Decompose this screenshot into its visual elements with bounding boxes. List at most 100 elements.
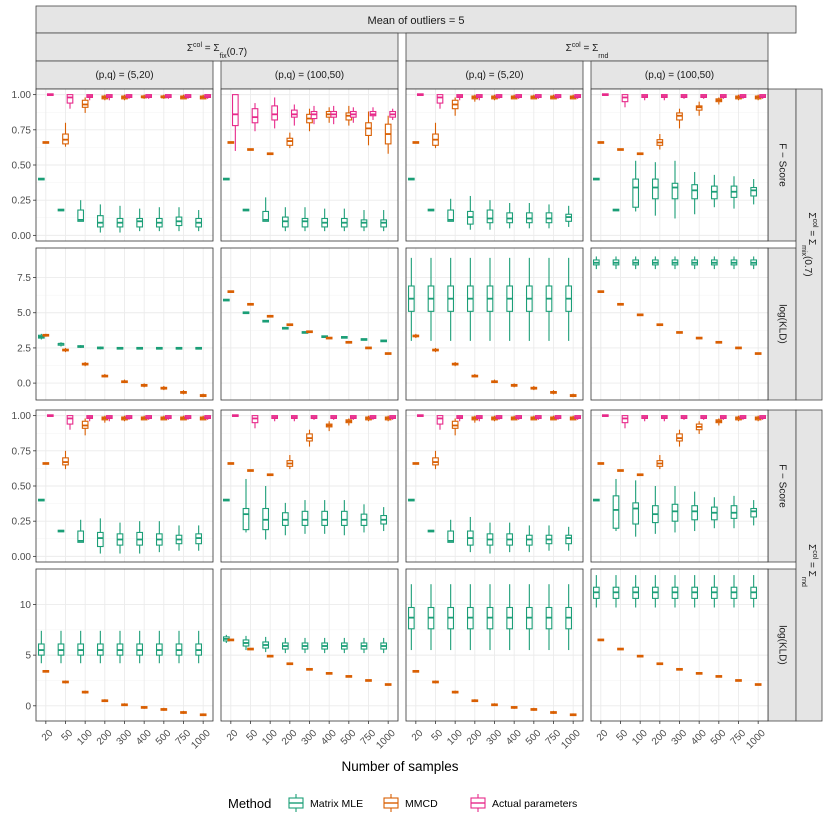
mmcd-box	[325, 336, 333, 340]
matrix-mle-box	[321, 637, 329, 654]
col-group-label-part: Σ	[566, 43, 572, 54]
facet-panel	[590, 88, 769, 242]
matrix-mle-box	[301, 637, 309, 654]
box-iqr	[651, 178, 659, 200]
mmcd-box	[471, 373, 479, 378]
mmcd-box	[656, 134, 664, 150]
mmcd-box	[81, 690, 89, 694]
actual-box	[231, 414, 239, 417]
x-tick-label: 1000	[189, 728, 213, 752]
actual-box	[660, 415, 668, 422]
x-tick-label: 200	[95, 728, 115, 748]
matrix-mle-box	[136, 208, 144, 232]
col-strip-bg	[220, 60, 399, 90]
matrix-mle-box	[155, 346, 163, 350]
matrix-mle-box	[447, 519, 455, 543]
actual-box	[46, 93, 54, 96]
mmcd-box	[365, 679, 372, 682]
mmcd-box	[227, 638, 235, 642]
matrix-mle-box	[592, 256, 600, 270]
y-tick-label: 0.75	[12, 446, 32, 457]
col-group-label-part: Σ	[187, 43, 193, 54]
mmcd-box	[227, 141, 235, 144]
x-tick-label: 100	[630, 728, 650, 748]
y-tick-label: 0.75	[12, 125, 32, 136]
mmcd-box	[160, 385, 168, 391]
matrix-mle-box	[155, 207, 163, 232]
mmcd-box	[42, 333, 50, 337]
matrix-mle-box	[175, 630, 183, 664]
actual-box	[251, 103, 259, 132]
actual-box	[145, 415, 153, 420]
mmcd-box	[121, 379, 128, 384]
mmcd-box	[384, 683, 392, 686]
panel-border	[405, 409, 584, 563]
matrix-mle-box	[525, 584, 533, 651]
box-iqr	[486, 209, 494, 224]
matrix-mle-box	[37, 177, 45, 181]
actual-box	[436, 94, 444, 109]
mmcd-box	[180, 390, 187, 395]
mmcd-box	[695, 336, 703, 340]
panel-border	[590, 409, 769, 563]
mmcd-box	[597, 290, 605, 293]
matrix-mle-box	[545, 525, 553, 551]
box-iqr	[231, 94, 239, 127]
mmcd-box	[306, 429, 313, 447]
actual-box	[349, 415, 357, 420]
mmcd-box	[306, 330, 313, 334]
actual-box	[389, 108, 397, 120]
col-group-label: Σcol = Σfix(0.7)	[187, 42, 247, 60]
matrix-mle-box	[525, 257, 533, 341]
matrix-mle-box	[195, 346, 203, 350]
matrix-mle-box	[281, 637, 289, 654]
actual-box	[204, 415, 212, 420]
box-iqr	[96, 215, 104, 228]
mmcd-box	[42, 141, 50, 144]
panel-border	[220, 409, 399, 563]
mmcd-box	[550, 710, 557, 714]
col-group-strip-bg	[35, 32, 399, 62]
panel-border	[405, 247, 584, 401]
matrix-mle-box	[195, 525, 203, 551]
matrix-mle-box	[321, 208, 329, 232]
mmcd-box	[530, 707, 538, 711]
row-strip-bg	[767, 88, 797, 242]
x-tick-label: 1000	[374, 728, 398, 752]
y-tick-label: 5	[25, 651, 31, 662]
matrix-mle-box	[506, 257, 514, 341]
row-strip-label: log(KLD)	[776, 625, 787, 664]
matrix-mle-box	[710, 256, 718, 270]
mmcd-box	[530, 385, 538, 391]
mmcd-box	[199, 713, 207, 717]
mmcd-box	[81, 362, 89, 367]
matrix-mle-box	[195, 210, 203, 232]
box-iqr	[691, 184, 699, 200]
matrix-mle-box	[750, 500, 758, 526]
matrix-mle-box	[360, 504, 368, 533]
matrix-mle-box	[632, 480, 640, 537]
matrix-mle-box	[155, 521, 163, 553]
mmcd-box	[451, 362, 459, 367]
legend-title: Method	[228, 796, 271, 811]
x-tick-label: 1000	[744, 728, 768, 752]
legend-entry-matrix-mle: Matrix MLE	[288, 794, 363, 812]
matrix-mle-box	[632, 256, 640, 270]
matrix-mle-box	[592, 575, 600, 608]
actual-box	[66, 94, 74, 109]
mmcd-box	[345, 340, 353, 344]
mmcd-box	[451, 97, 459, 116]
mmcd-box	[491, 379, 498, 384]
matrix-mle-box	[175, 525, 183, 551]
x-tick-label: 50	[430, 728, 446, 744]
y-tick-label: 1.00	[12, 90, 32, 101]
matrix-mle-box	[565, 257, 573, 341]
facet-panel	[590, 247, 769, 401]
mmcd-box	[325, 672, 333, 675]
matrix-mle-box	[466, 195, 474, 230]
matrix-mle-box	[427, 529, 435, 533]
actual-box	[475, 94, 483, 101]
matrix-mle-box	[242, 311, 250, 315]
x-tick-label: 20	[225, 728, 241, 744]
facet-panel	[220, 568, 399, 722]
